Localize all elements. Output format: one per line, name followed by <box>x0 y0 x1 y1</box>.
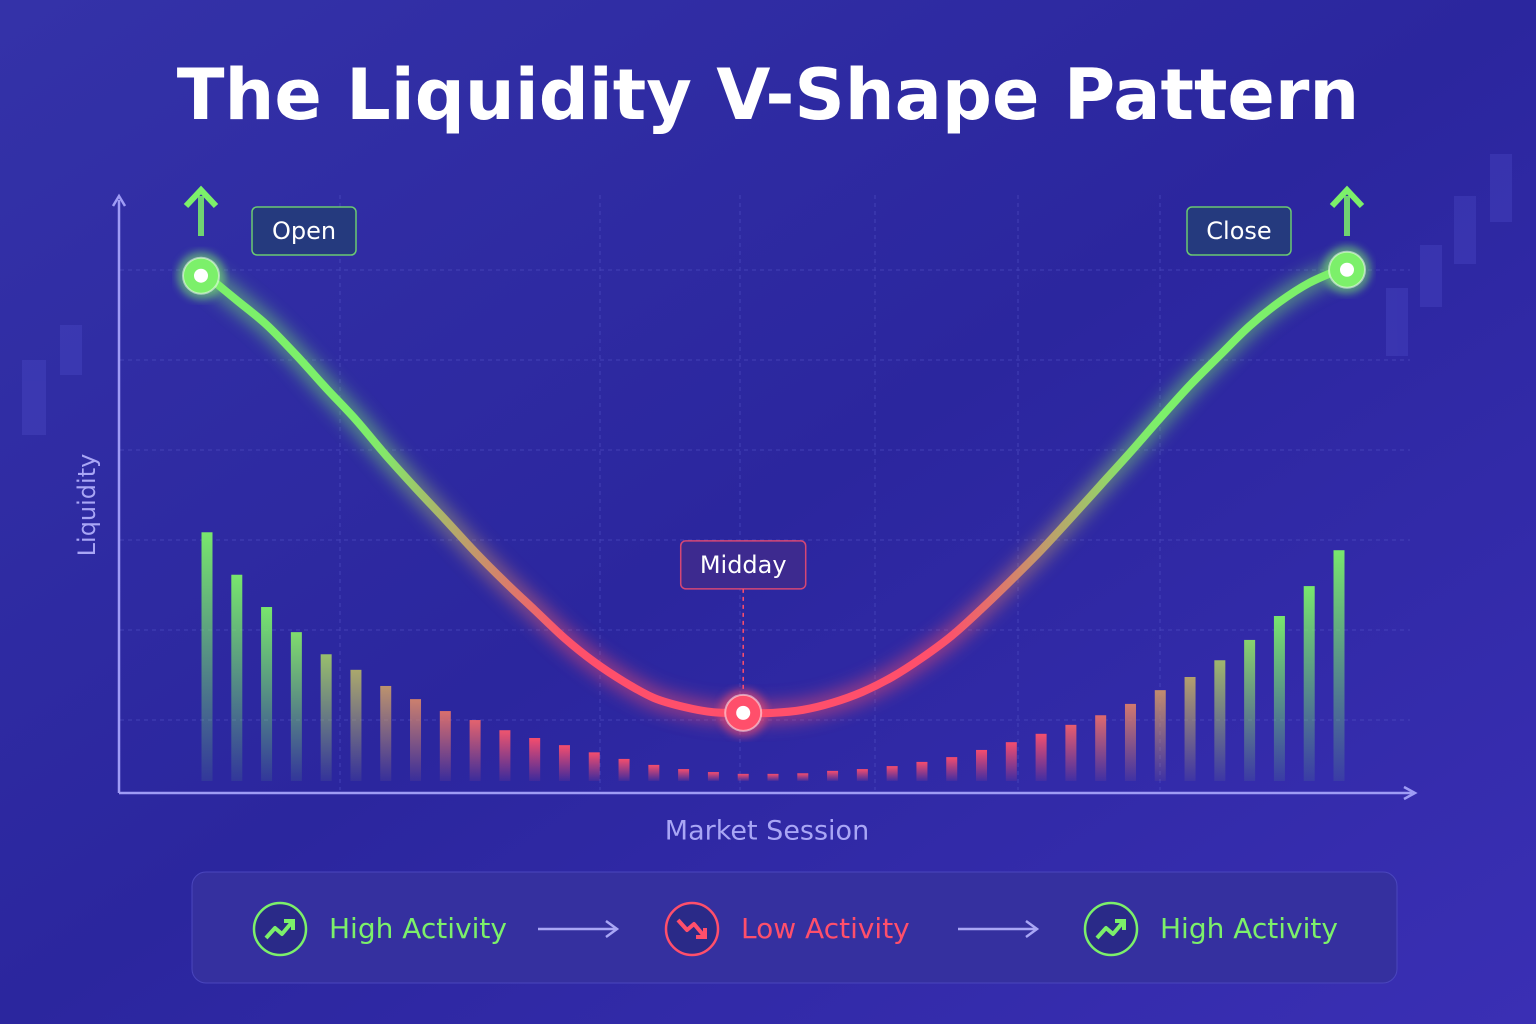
bar <box>499 730 511 781</box>
bar <box>797 773 809 781</box>
bar <box>261 607 273 781</box>
up-arrow-head <box>183 185 219 209</box>
bar <box>946 757 958 781</box>
legend-trend <box>676 918 707 939</box>
bar <box>827 770 839 781</box>
legend-trend-head <box>284 919 295 930</box>
bar <box>1124 703 1136 781</box>
bar <box>529 737 541 781</box>
line <box>203 265 1343 718</box>
bar <box>380 685 392 781</box>
annotation: Close <box>1206 217 1271 245</box>
bar <box>976 749 988 781</box>
bar <box>1303 586 1315 781</box>
legend-panel <box>191 871 1398 984</box>
legend-trend <box>264 919 295 940</box>
bar <box>1333 550 1345 781</box>
annotation: Midday <box>700 551 787 579</box>
bar <box>410 699 422 781</box>
legend-trend-head <box>696 928 707 939</box>
legend-label: High Activity <box>1160 912 1338 945</box>
bar <box>916 761 928 781</box>
bar <box>707 772 719 781</box>
bar <box>1005 742 1017 781</box>
bar <box>737 773 749 781</box>
annotation-box <box>251 206 357 256</box>
bar <box>856 769 868 781</box>
bar <box>1095 715 1107 781</box>
flow-arrow-head <box>1025 919 1040 939</box>
point-center <box>736 705 751 720</box>
annotation: Open <box>272 217 336 245</box>
bar <box>1244 639 1256 781</box>
bar <box>439 711 451 781</box>
annotation-box <box>1186 206 1292 256</box>
legend-icon <box>1083 901 1139 957</box>
bar <box>290 632 302 781</box>
legend-icon <box>664 901 720 957</box>
bar <box>1273 615 1285 781</box>
bar <box>350 669 362 781</box>
bar <box>618 758 630 781</box>
legend-label: High Activity <box>329 912 507 945</box>
bar <box>1214 660 1226 781</box>
annotation-box <box>679 540 807 590</box>
bar <box>201 532 213 781</box>
bar <box>678 769 690 781</box>
bar <box>1035 733 1047 781</box>
legend-trend-head <box>1115 919 1126 930</box>
axes <box>111 193 1418 801</box>
decor-candles <box>22 154 1512 435</box>
bar <box>648 764 660 781</box>
legend-icon <box>252 901 308 957</box>
legend-trend <box>1095 919 1126 940</box>
up-arrow-head <box>1329 185 1365 209</box>
x-axis-label: Market Session <box>665 816 869 847</box>
bar <box>1184 676 1196 781</box>
point-center <box>1340 262 1354 277</box>
bar <box>1154 690 1166 781</box>
bar <box>1065 724 1077 781</box>
legend-label: Low Activity <box>741 912 910 945</box>
flow-arrow-head <box>605 919 620 939</box>
bar <box>588 752 600 781</box>
bar <box>231 574 243 781</box>
bar <box>767 773 779 781</box>
bar <box>558 745 570 781</box>
bar <box>469 720 481 781</box>
y-axis-label: Liquidity <box>73 454 101 557</box>
chart-title: The Liquidity V-Shape Pattern <box>177 54 1360 136</box>
bar <box>886 766 898 781</box>
point-center <box>194 268 208 283</box>
bar <box>320 654 332 781</box>
